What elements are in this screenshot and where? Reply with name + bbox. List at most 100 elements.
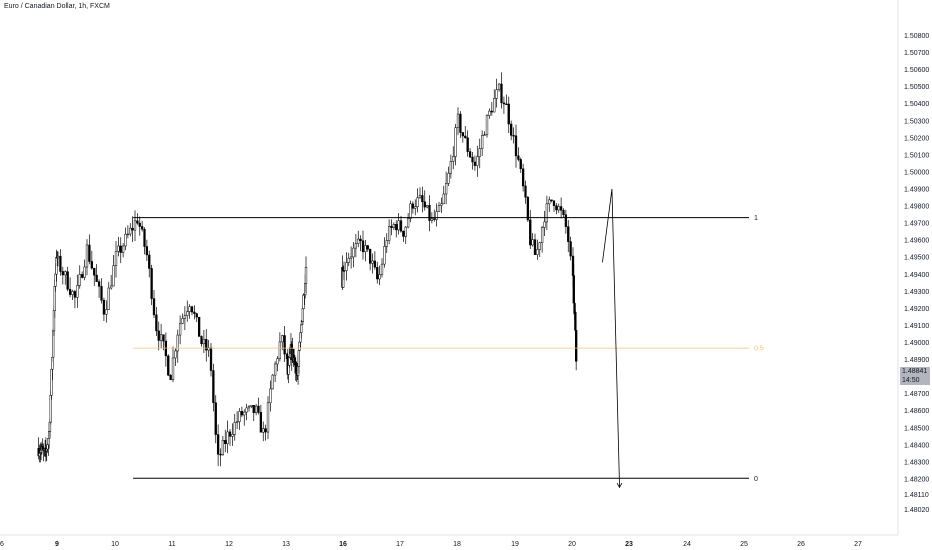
candle-body [233, 422, 236, 435]
price-tick-label: 1.49800 [904, 204, 929, 211]
candle-body [478, 148, 481, 157]
candle-body [347, 257, 350, 263]
candle-body [107, 287, 110, 310]
candle-body [119, 245, 122, 253]
candle-body [145, 246, 149, 256]
current-price-marker: 1.48841 14:50 [900, 367, 930, 385]
candle-body [559, 206, 563, 211]
price-tick-label: 1.50700 [904, 50, 929, 57]
projection-path[interactable] [602, 188, 620, 488]
candle-body [454, 127, 457, 157]
candle-body [138, 222, 141, 227]
price-tick-label: 1.49900 [904, 186, 929, 193]
price-axis[interactable]: 1.50800 1.50700 1.50600 1.50500 1.50400 1.503… [904, 33, 929, 514]
candle-body [143, 228, 146, 247]
candle-body [97, 281, 101, 287]
candle-body [183, 315, 187, 319]
candle-body [456, 113, 460, 128]
price-tick-label: 1.49200 [904, 306, 929, 313]
candle-body [521, 168, 525, 187]
candle-body [304, 266, 308, 284]
candle-body [495, 89, 498, 99]
candle-body [245, 407, 248, 413]
candle-body [512, 135, 515, 137]
price-tick-label: 1.49500 [904, 255, 929, 262]
price-tick-label: 1.49700 [904, 221, 929, 228]
time-tick-label: 13 [282, 541, 290, 548]
price-tick-label: 1.50600 [904, 67, 929, 74]
candle-body [399, 220, 403, 232]
fib-level-label: 0.5 [754, 346, 764, 353]
candle-body [524, 185, 527, 198]
candle-body [269, 388, 272, 404]
candle-body [575, 330, 578, 362]
candle-body [61, 271, 64, 276]
candle-body [297, 350, 301, 367]
candle-body [373, 260, 377, 268]
candle-body [114, 251, 118, 266]
time-tick-label: 19 [511, 541, 519, 548]
time-tick-label: 24 [683, 541, 691, 548]
candle-body [124, 233, 127, 247]
candle-body [209, 347, 213, 371]
candle-body [93, 267, 96, 276]
price-tick-label: 1.49100 [904, 323, 929, 330]
candle-body [483, 134, 486, 136]
candle-body [273, 363, 277, 376]
candle-body [126, 233, 130, 236]
candle-body [200, 336, 203, 345]
candle-body [409, 203, 412, 219]
time-tick-label: 20 [568, 541, 576, 548]
candle-body [136, 220, 139, 224]
candle-body [473, 161, 477, 166]
price-tick-label: 1.48500 [904, 425, 929, 432]
time-axis[interactable]: 6 9 10 11 12 13 16 17 18 19 20 23 24 25 26 27 [0, 541, 862, 548]
candle-body [155, 314, 158, 332]
candle-body [428, 205, 431, 221]
candle-body [231, 434, 234, 437]
candle-body [247, 406, 251, 409]
candle-body [466, 137, 469, 152]
candle-body [342, 270, 346, 272]
candle-body [447, 173, 450, 184]
candle-body [64, 271, 67, 276]
candle-body [188, 306, 191, 312]
candle-body [202, 339, 206, 345]
candle-body [171, 357, 175, 381]
price-tick-label: 1.48110 [904, 492, 929, 499]
candle-body [514, 135, 518, 157]
candle-body [452, 156, 455, 162]
candle-body [252, 405, 255, 414]
price-tick-label: 1.50500 [904, 84, 929, 91]
time-tick-label: 23 [625, 541, 633, 548]
candle-body [157, 330, 160, 341]
price-tick-label: 1.50800 [904, 33, 929, 40]
candle-body [88, 244, 91, 262]
candle-body [361, 240, 365, 253]
candle-body [301, 308, 304, 323]
price-tick-label: 1.48600 [904, 408, 929, 415]
candle-body [90, 261, 93, 269]
time-tick-label: 11 [168, 541, 175, 548]
candle-body [380, 263, 384, 275]
candle-body [131, 227, 134, 231]
price-tick-label: 1.50100 [904, 152, 929, 159]
candle-body [167, 355, 170, 376]
candle-body [197, 316, 201, 337]
candle-body [73, 291, 77, 298]
time-tick-label: 18 [453, 541, 461, 548]
candle-body [433, 218, 436, 220]
candle-body [425, 205, 429, 208]
fib-level-label: 1 [754, 215, 758, 222]
candle-body [110, 285, 113, 289]
candle-body [81, 274, 84, 278]
candle-body [387, 225, 391, 241]
candle-body [259, 412, 263, 433]
candle-body [555, 205, 558, 211]
candle-body [254, 405, 258, 414]
candle-body [510, 123, 513, 136]
candle-body [271, 374, 274, 390]
candle-body [212, 370, 215, 403]
candle-body [414, 206, 417, 209]
